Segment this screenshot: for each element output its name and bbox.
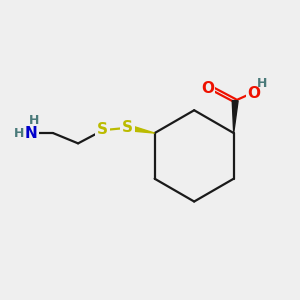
Polygon shape bbox=[232, 100, 238, 133]
Text: O: O bbox=[201, 81, 214, 96]
Text: H: H bbox=[29, 114, 40, 127]
Text: H: H bbox=[14, 127, 24, 140]
Text: O: O bbox=[248, 85, 260, 100]
Text: N: N bbox=[25, 126, 38, 141]
Text: S: S bbox=[122, 120, 133, 135]
Polygon shape bbox=[128, 125, 154, 133]
Text: H: H bbox=[256, 76, 267, 89]
Text: S: S bbox=[97, 122, 108, 137]
